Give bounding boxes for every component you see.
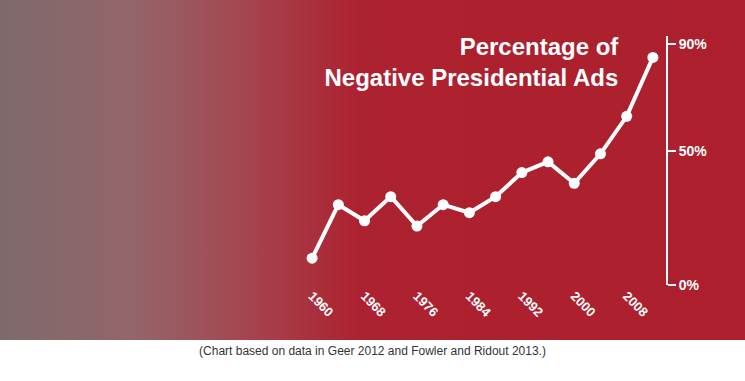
- svg-text:0%: 0%: [679, 277, 700, 293]
- svg-text:1992: 1992: [515, 289, 546, 320]
- svg-text:50%: 50%: [679, 143, 708, 159]
- svg-text:2000: 2000: [568, 289, 599, 320]
- svg-text:Percentage ofNegative Presiden: Percentage ofNegative Presidential Ads: [324, 33, 619, 91]
- html-text:(Chart based on data in Geer 2: (Chart based on data in Geer 2012 and Fo…: [199, 344, 546, 358]
- svg-text:1960: 1960: [305, 289, 336, 320]
- svg-text:1976: 1976: [410, 289, 441, 320]
- svg-text:2008: 2008: [620, 289, 651, 320]
- svg-text:1968: 1968: [358, 289, 389, 320]
- svg-text:90%: 90%: [679, 36, 708, 52]
- svg-text:1984: 1984: [463, 289, 495, 321]
